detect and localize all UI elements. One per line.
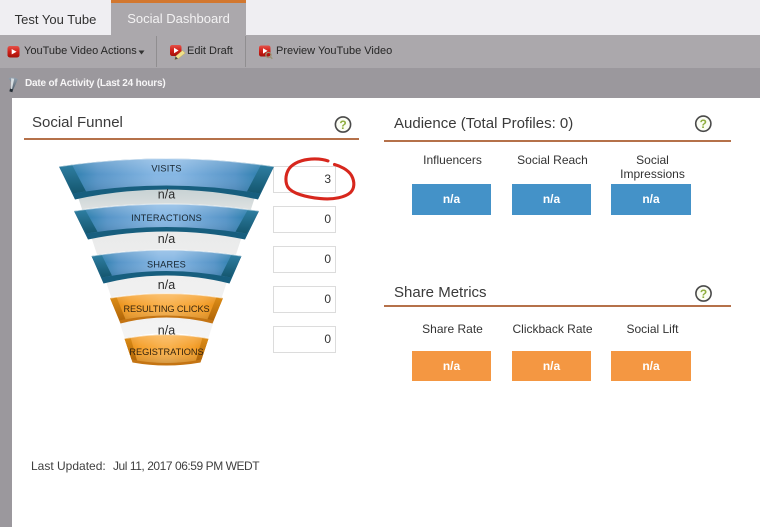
svg-text:n/a: n/a bbox=[158, 324, 175, 338]
svg-text:VISITS: VISITS bbox=[151, 164, 181, 174]
svg-text:?: ? bbox=[339, 118, 346, 132]
svg-text:REGISTRATIONS: REGISTRATIONS bbox=[129, 347, 203, 357]
svg-text:n/a: n/a bbox=[158, 188, 175, 202]
svg-text:SHARES: SHARES bbox=[147, 260, 186, 270]
svg-text:RESULTING CLICKS: RESULTING CLICKS bbox=[123, 304, 209, 314]
svg-text:?: ? bbox=[700, 117, 707, 131]
svg-text:INTERACTIONS: INTERACTIONS bbox=[131, 213, 202, 223]
svg-text:?: ? bbox=[700, 287, 707, 301]
svg-text:n/a: n/a bbox=[158, 232, 175, 246]
svg-text:n/a: n/a bbox=[158, 278, 175, 292]
